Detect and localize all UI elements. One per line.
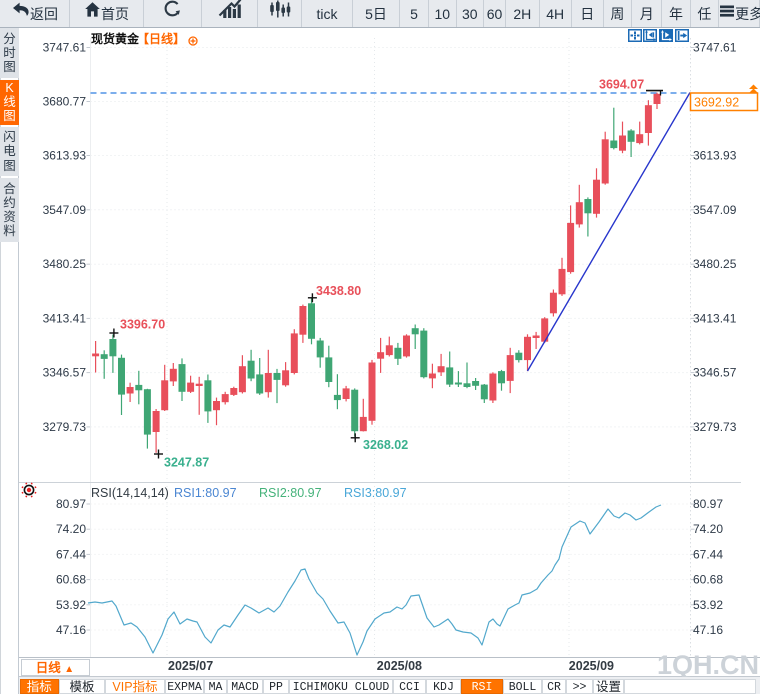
svg-text:RSI2:80.97: RSI2:80.97	[259, 486, 322, 500]
svg-text:3396.70: 3396.70	[120, 318, 165, 332]
svg-text:3694.07: 3694.07	[599, 78, 644, 92]
svg-text:74.20: 74.20	[56, 522, 86, 536]
svg-text:3480.25: 3480.25	[693, 257, 737, 271]
svg-text:74.20: 74.20	[693, 522, 723, 536]
svg-text:RSI3:80.97: RSI3:80.97	[344, 486, 407, 500]
svg-text:3346.57: 3346.57	[693, 366, 737, 380]
svg-text:3613.93: 3613.93	[693, 149, 737, 163]
svg-text:RSI(14,14,14): RSI(14,14,14)	[91, 486, 169, 500]
svg-text:3547.09: 3547.09	[693, 203, 737, 217]
svg-text:3613.93: 3613.93	[43, 149, 87, 163]
svg-text:67.44: 67.44	[693, 547, 723, 561]
svg-text:3547.09: 3547.09	[43, 203, 87, 217]
svg-text:3413.41: 3413.41	[693, 311, 737, 325]
svg-text:3438.80: 3438.80	[316, 284, 361, 298]
svg-text:RSI1:80.97: RSI1:80.97	[174, 486, 237, 500]
svg-text:3346.57: 3346.57	[43, 366, 87, 380]
svg-text:60.68: 60.68	[693, 573, 723, 587]
svg-text:3480.25: 3480.25	[43, 257, 87, 271]
svg-text:3413.41: 3413.41	[43, 311, 87, 325]
svg-text:3279.73: 3279.73	[43, 420, 87, 434]
svg-text:3747.61: 3747.61	[693, 41, 737, 55]
svg-text:3247.87: 3247.87	[164, 456, 209, 470]
svg-text:3747.61: 3747.61	[43, 41, 87, 55]
svg-text:53.92: 53.92	[693, 598, 723, 612]
svg-text:3680.77: 3680.77	[43, 95, 87, 109]
svg-text:3692.92: 3692.92	[694, 96, 739, 110]
svg-text:3268.02: 3268.02	[363, 438, 408, 452]
svg-text:47.16: 47.16	[56, 623, 86, 637]
svg-text:53.92: 53.92	[56, 598, 86, 612]
svg-text:80.97: 80.97	[56, 497, 86, 511]
svg-text:47.16: 47.16	[693, 623, 723, 637]
svg-text:67.44: 67.44	[56, 547, 86, 561]
svg-text:3279.73: 3279.73	[693, 420, 737, 434]
svg-text:80.97: 80.97	[693, 497, 723, 511]
svg-text:60.68: 60.68	[56, 573, 86, 587]
